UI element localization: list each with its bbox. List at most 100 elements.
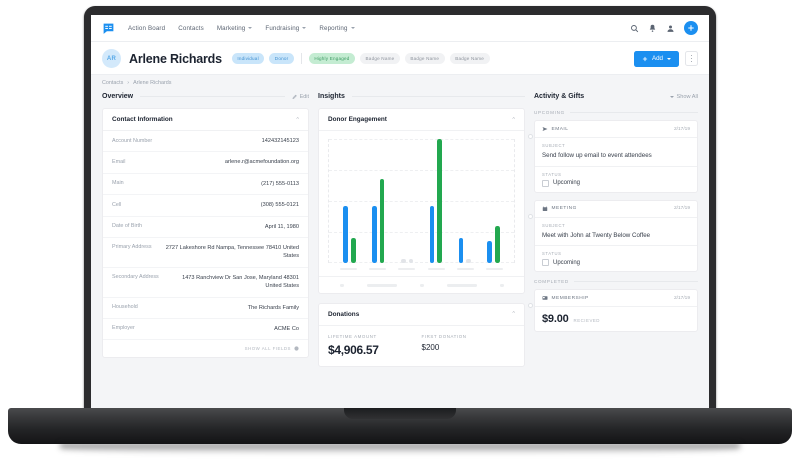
bar[interactable] (487, 240, 493, 263)
card-header[interactable]: Contact Information ^ (103, 109, 308, 131)
legend-marker (419, 284, 424, 287)
bar[interactable] (466, 259, 471, 263)
amount-value: $9.00 (542, 313, 569, 326)
card-header[interactable]: Donations ^ (319, 304, 524, 326)
bar[interactable] (429, 205, 435, 263)
add-button[interactable]: Add (633, 50, 679, 67)
edit-button[interactable]: Edit (292, 94, 309, 100)
more-options-button[interactable] (685, 51, 698, 66)
field-label: Main (112, 180, 124, 187)
activity-type-label: MEETING (551, 206, 577, 212)
donations-card: Donations ^ LIFETIME AMOUNT $4,906.57 FI… (318, 302, 525, 367)
subject-label: SUBJECT (542, 222, 566, 228)
badge-individual[interactable]: Individual (231, 53, 265, 64)
status-row[interactable]: Upcoming (542, 259, 690, 267)
axis-tick (456, 268, 474, 270)
nav-item-label: Reporting (319, 24, 348, 32)
bar[interactable] (458, 238, 464, 263)
nav-item-reporting[interactable]: Reporting (319, 24, 355, 32)
bar[interactable] (350, 238, 356, 263)
activity-status: STATUS Upcoming (535, 246, 697, 271)
lifetime-amount-stat: LIFETIME AMOUNT $4,906.57 (328, 334, 422, 357)
laptop-shadow (60, 443, 740, 454)
bar-group (458, 139, 471, 263)
breadcrumb-current: Arlene Richards (133, 80, 172, 86)
activity-type: MEMBERSHIP (542, 295, 589, 301)
field-account-number: Account Number 142432145123 (103, 131, 308, 153)
bar[interactable] (495, 225, 500, 263)
activity-date: 2/17/19 (673, 295, 690, 301)
bar[interactable] (400, 259, 406, 263)
dot (690, 57, 693, 60)
bar[interactable] (343, 205, 348, 263)
field-value[interactable]: arlene.r@acmefoundation.org (224, 159, 299, 166)
breadcrumb-parent[interactable]: Contacts (102, 80, 124, 86)
status-checkbox[interactable] (542, 259, 549, 267)
status-checkbox[interactable] (542, 179, 549, 187)
chevron-down-icon (669, 95, 674, 98)
bell-icon[interactable] (648, 24, 657, 33)
plus-icon[interactable] (684, 21, 698, 35)
badge-donor[interactable]: Donor (269, 53, 294, 64)
axis-tick (369, 268, 387, 270)
section-title: Activity & Gifts (534, 93, 585, 100)
action-board-logo-icon[interactable] (102, 22, 115, 35)
legend-label (446, 284, 477, 287)
show-all-label: Show All (676, 93, 698, 100)
badge-generic[interactable]: Badge Name (404, 53, 445, 64)
badge-highly-engaged[interactable]: Highly Engaged (308, 53, 356, 64)
status-row[interactable]: Upcoming (542, 179, 690, 187)
field-primary-address: Primary Address 2727 Lakeshore Rd Nampa,… (103, 238, 308, 268)
membership-amount-row: $9.00 RECIEVED (535, 307, 697, 331)
chevron-down-icon (667, 57, 671, 60)
show-all-button[interactable]: Show All (669, 93, 698, 100)
field-label: Cell (112, 201, 122, 208)
bar[interactable] (372, 205, 377, 263)
nav-item-contacts[interactable]: Contacts (178, 25, 204, 32)
field-label: Primary Address (112, 244, 152, 251)
card-header[interactable]: Donor Engagement ^ (319, 109, 524, 131)
chevron-down-icon (248, 27, 253, 29)
bar[interactable] (379, 178, 385, 263)
activity-date: 2/17/19 (673, 126, 690, 132)
show-all-fields-label: SHOW ALL FIELDS (244, 346, 291, 352)
field-label: Employer (112, 325, 135, 332)
badge-generic[interactable]: Badge Name (449, 53, 490, 64)
field-household: Household The Richards Family (103, 298, 308, 319)
chart-body (319, 131, 524, 276)
nav-item-marketing[interactable]: Marketing (217, 25, 253, 32)
activity-card-membership[interactable]: MEMBERSHIP 2/17/19 $9.00 RECIEVED (528, 289, 698, 333)
field-value: 1473 Ranchview Dr San Jose, Maryland 483… (182, 274, 299, 290)
chevron-up-icon[interactable]: ^ (296, 116, 299, 123)
chevron-up-icon[interactable]: ^ (512, 311, 515, 317)
chevron-down-icon (294, 346, 299, 351)
activity-card-email[interactable]: EMAIL 2/17/19 SUBJECT Send follow up ema… (528, 120, 698, 193)
bar-group (429, 139, 442, 263)
card-title: Contact Information (112, 116, 173, 123)
section-title: Insights (318, 93, 345, 100)
bar-group (372, 139, 385, 263)
person-icon[interactable] (666, 24, 675, 33)
status-badge: Upcoming (553, 259, 581, 266)
show-all-fields-button[interactable]: SHOW ALL FIELDS (103, 340, 308, 357)
avatar: AR (102, 49, 121, 68)
nav-item-fundraising[interactable]: Fundraising (265, 25, 307, 32)
activity-type: MEETING (542, 206, 577, 212)
field-value: 142432145123 (261, 138, 299, 144)
meeting-icon (542, 206, 548, 211)
activity-column: Activity & Gifts Show All UPCOMING (528, 91, 698, 386)
field-value: 2727 Lakeshore Rd Nampa, Tennessee 78410… (165, 244, 299, 260)
breadcrumb-separator: › (127, 80, 130, 86)
search-icon[interactable] (630, 24, 639, 33)
badge-generic[interactable]: Badge Name (360, 53, 400, 64)
first-donation-stat: FIRST DONATION $200 (422, 334, 516, 357)
legend-label (366, 284, 397, 287)
badge-divider (300, 53, 302, 64)
bar[interactable] (437, 139, 442, 263)
chevron-up-icon[interactable]: ^ (512, 116, 515, 123)
insights-section-header: Insights (318, 91, 525, 102)
activity-card-meeting[interactable]: MEETING 2/17/19 SUBJECT Meet with John a… (528, 199, 698, 273)
bar[interactable] (408, 259, 414, 263)
nav-item-action-board[interactable]: Action Board (128, 25, 165, 32)
activity-subject: SUBJECT Meet with John at Twenty Below C… (535, 218, 697, 247)
